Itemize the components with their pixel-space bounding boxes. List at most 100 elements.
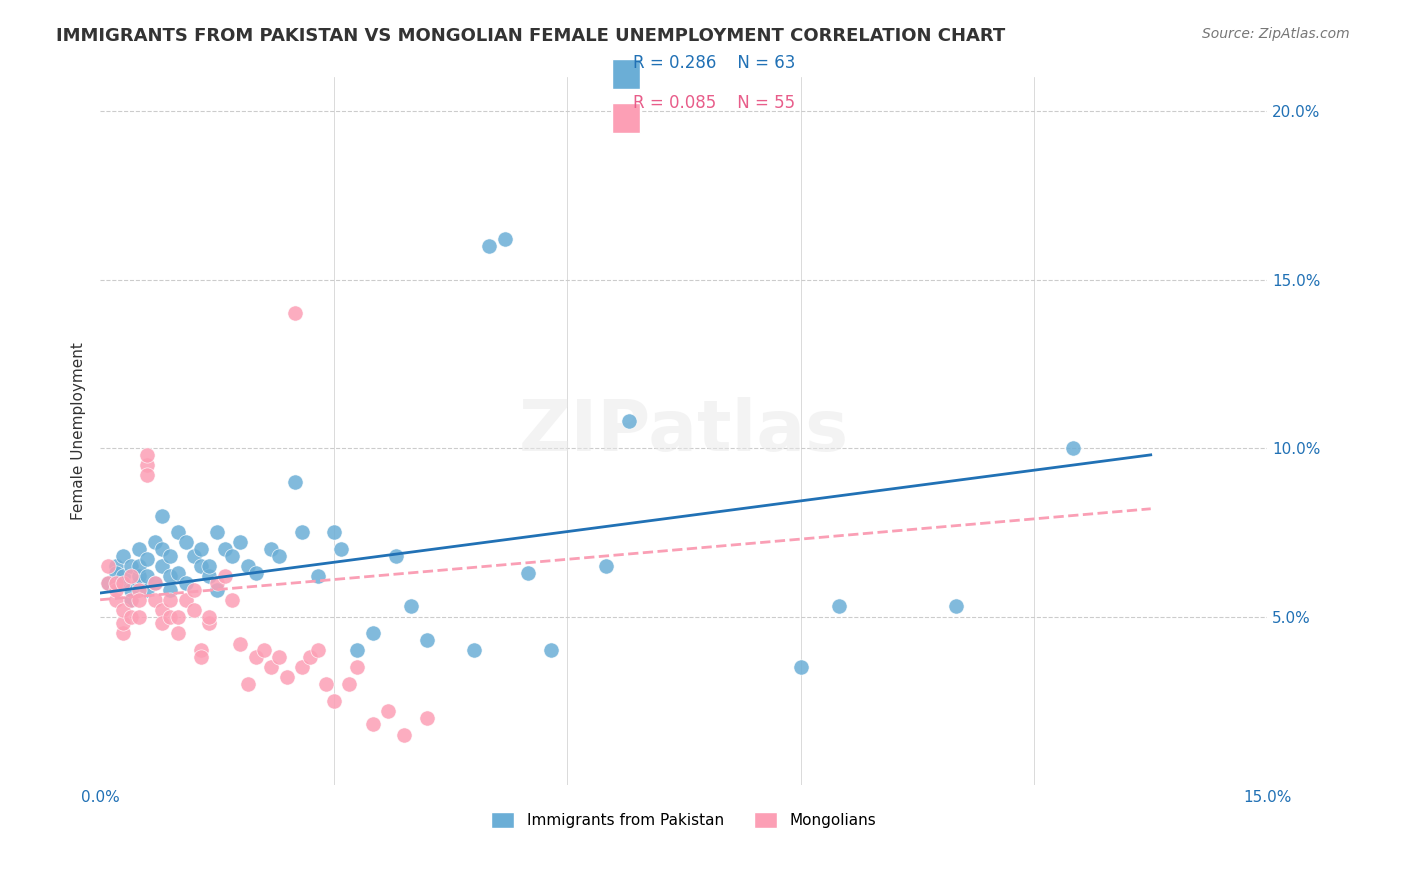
Point: [322, 694, 344, 708]
Point: [478, 239, 501, 253]
Point: [236, 559, 259, 574]
Point: [245, 650, 267, 665]
Point: [143, 592, 166, 607]
Point: [167, 566, 190, 580]
Point: [198, 616, 221, 631]
Point: [229, 636, 252, 650]
Point: [337, 677, 360, 691]
Point: [120, 592, 142, 607]
Point: [135, 552, 157, 566]
Point: [112, 626, 135, 640]
Point: [150, 616, 173, 631]
Point: [315, 677, 337, 691]
Text: ZIPatlas: ZIPatlas: [519, 397, 849, 466]
Point: [346, 660, 368, 674]
Point: [135, 468, 157, 483]
Point: [112, 603, 135, 617]
Point: [322, 525, 344, 540]
Point: [104, 559, 127, 574]
Point: [330, 542, 353, 557]
Point: [198, 609, 221, 624]
Point: [221, 549, 243, 563]
Point: [494, 232, 516, 246]
Point: [245, 566, 267, 580]
Point: [97, 559, 120, 574]
Point: [205, 582, 228, 597]
Point: [463, 643, 485, 657]
Point: [174, 592, 197, 607]
Point: [385, 549, 408, 563]
Point: [167, 525, 190, 540]
Y-axis label: Female Unemployment: Female Unemployment: [72, 343, 86, 520]
Point: [291, 525, 314, 540]
Point: [128, 559, 150, 574]
Point: [159, 592, 181, 607]
Point: [104, 575, 127, 590]
Point: [128, 609, 150, 624]
Point: [97, 575, 120, 590]
Point: [97, 575, 120, 590]
Point: [128, 575, 150, 590]
Point: [120, 559, 142, 574]
Point: [190, 643, 212, 657]
Text: Source: ZipAtlas.com: Source: ZipAtlas.com: [1202, 27, 1350, 41]
Point: [284, 475, 307, 489]
Point: [269, 650, 291, 665]
Point: [120, 569, 142, 583]
Point: [167, 609, 190, 624]
Point: [104, 566, 127, 580]
Point: [135, 569, 157, 583]
Point: [190, 650, 212, 665]
Point: [214, 569, 236, 583]
Point: [260, 660, 283, 674]
Point: [214, 542, 236, 557]
Point: [112, 575, 135, 590]
Point: [205, 525, 228, 540]
Point: [150, 542, 173, 557]
Point: [183, 549, 205, 563]
FancyBboxPatch shape: [612, 59, 640, 89]
Point: [143, 575, 166, 590]
Point: [517, 566, 540, 580]
Point: [190, 542, 212, 557]
Point: [159, 569, 181, 583]
Point: [416, 711, 439, 725]
Point: [945, 599, 967, 614]
Point: [276, 670, 298, 684]
Point: [128, 582, 150, 597]
Point: [143, 535, 166, 549]
Point: [236, 677, 259, 691]
Point: [401, 599, 423, 614]
Point: [540, 643, 562, 657]
Point: [619, 414, 641, 428]
Point: [828, 599, 851, 614]
Point: [221, 592, 243, 607]
Point: [190, 559, 212, 574]
Point: [284, 306, 307, 320]
Point: [135, 448, 157, 462]
Point: [120, 592, 142, 607]
Text: IMMIGRANTS FROM PAKISTAN VS MONGOLIAN FEMALE UNEMPLOYMENT CORRELATION CHART: IMMIGRANTS FROM PAKISTAN VS MONGOLIAN FE…: [56, 27, 1005, 45]
Point: [150, 559, 173, 574]
Point: [291, 660, 314, 674]
Point: [104, 592, 127, 607]
Point: [183, 603, 205, 617]
Point: [112, 549, 135, 563]
Point: [361, 717, 384, 731]
Text: R = 0.085    N = 55: R = 0.085 N = 55: [633, 94, 794, 112]
Point: [159, 609, 181, 624]
Point: [183, 582, 205, 597]
Point: [1062, 441, 1084, 455]
Point: [128, 542, 150, 557]
Point: [112, 575, 135, 590]
Point: [120, 582, 142, 597]
Point: [120, 609, 142, 624]
Point: [135, 582, 157, 597]
Point: [112, 569, 135, 583]
Point: [269, 549, 291, 563]
Point: [229, 535, 252, 549]
Point: [789, 660, 811, 674]
Point: [104, 582, 127, 597]
Point: [260, 542, 283, 557]
Point: [205, 575, 228, 590]
